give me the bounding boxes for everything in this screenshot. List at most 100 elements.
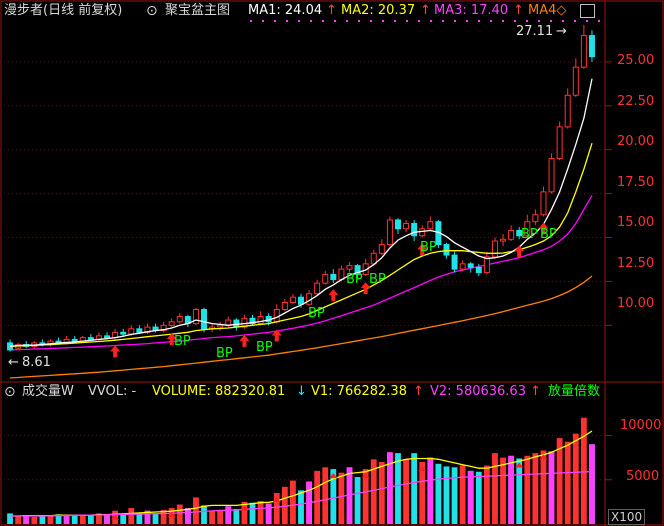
candle-body [249, 317, 256, 325]
candle-body [71, 338, 78, 342]
dot-marker [382, 20, 384, 22]
v1-arrow-icon: ↑ [413, 384, 424, 399]
candle-body [467, 263, 474, 268]
candle-body [136, 328, 143, 333]
volume-bar [39, 515, 46, 524]
volume-y-tick: 5000 [626, 469, 660, 484]
candle-body [580, 35, 587, 68]
bp-signal-label: BP [540, 227, 557, 242]
ma1-line [9, 78, 593, 348]
dot-marker [454, 20, 456, 22]
volume-bar-highlight [144, 510, 151, 524]
candle-body [128, 328, 135, 335]
dot-marker [262, 20, 264, 22]
volume-bar [540, 450, 547, 524]
volume-bar [475, 471, 482, 524]
bp-signal-label: BP [521, 227, 538, 242]
v1-value: V1: 766282.38 [311, 384, 407, 399]
volume-bar [217, 509, 224, 524]
ma3-line [9, 195, 593, 351]
ma2-arrow-icon: ↑ [420, 3, 431, 18]
dot-marker [478, 20, 480, 22]
candle-body [427, 221, 434, 230]
ma2-value: MA2: 20.37 [341, 3, 416, 18]
dot-marker [526, 20, 528, 22]
volume-bar [128, 508, 135, 524]
volume-bar [15, 516, 22, 524]
volume-signal-icon [329, 473, 338, 479]
volume-y-tick: 10000 [620, 418, 662, 433]
candle-body [572, 66, 579, 96]
dot-marker [310, 20, 312, 22]
panel-toggle-icon[interactable] [580, 4, 595, 18]
volume-bar [201, 505, 207, 524]
volume-bar [249, 502, 256, 524]
dot-marker [574, 20, 576, 22]
volume-bar [120, 514, 127, 524]
volume-bar [492, 453, 498, 524]
candle-body [540, 191, 547, 216]
candle-body [192, 309, 199, 325]
y-tick: 10.00 [617, 296, 655, 311]
volume-bar [435, 463, 442, 524]
volume-signal-icon [418, 466, 427, 471]
volume-bar [152, 513, 159, 524]
dot-marker [358, 20, 360, 22]
dot-marker [442, 20, 444, 22]
indicator-name[interactable]: 聚宝盆主图 [165, 3, 231, 18]
volume-bar [314, 470, 321, 524]
ma4-line [9, 275, 593, 379]
ma1-value: MA1: 24.04 [248, 3, 323, 18]
candle-body [483, 256, 490, 274]
volume-bar [96, 513, 102, 524]
volume-bar-highlight [467, 470, 474, 524]
candle-body [314, 282, 321, 295]
buy-arrow-icon [360, 282, 371, 295]
dot-marker [370, 20, 372, 22]
volume-signal-icon [111, 514, 120, 520]
volume-down-arrow-icon: ↓ [296, 384, 307, 399]
volume-bar-highlight [548, 451, 555, 524]
volume-bar [281, 486, 288, 524]
volume-indicator-name[interactable]: 成交量W [22, 384, 74, 399]
buy-arrow-icon [110, 345, 121, 358]
volume-bar [176, 504, 183, 524]
volume-bar [419, 462, 426, 524]
y-tick: 17.50 [617, 175, 655, 190]
ma2-series [9, 143, 593, 348]
dot-marker [502, 20, 504, 22]
ma4-series [9, 275, 593, 379]
volume-bar [411, 453, 418, 524]
volume-bar-highlight [265, 503, 272, 524]
dot-marker [286, 20, 288, 22]
candle-body [176, 316, 183, 323]
volume-bar [322, 467, 329, 524]
v2-value: V2: 580636.63 [430, 384, 526, 399]
volume-panel-icon[interactable]: ⊙ [4, 384, 16, 400]
volume-bar-highlight [508, 455, 515, 524]
chevron-down-icon[interactable]: ⊙ [146, 3, 158, 19]
dot-marker [394, 20, 396, 22]
volume-bar-highlight [63, 516, 70, 524]
y-tick: 22.50 [617, 94, 655, 109]
buy-arrow-icon [514, 245, 525, 258]
volume-bar [524, 455, 531, 524]
candle-body [419, 228, 426, 237]
volume-bar [7, 513, 13, 524]
candle-body [217, 324, 224, 328]
buy-arrow-icon [271, 329, 282, 342]
ma4-value: MA4◇ [528, 3, 567, 18]
volume-bar-highlight [386, 452, 393, 524]
volume-signal-icon [539, 454, 548, 460]
dot-marker [418, 20, 420, 22]
volume-bar [87, 515, 94, 524]
volume-bar [572, 433, 579, 524]
dot-marker [562, 20, 564, 22]
candle-body [168, 321, 175, 326]
dot-marker [538, 20, 540, 22]
candle-body [233, 319, 240, 328]
ma3-arrow-icon: ↑ [513, 3, 524, 18]
volume-bar [330, 469, 337, 524]
volume-bar [354, 477, 361, 524]
